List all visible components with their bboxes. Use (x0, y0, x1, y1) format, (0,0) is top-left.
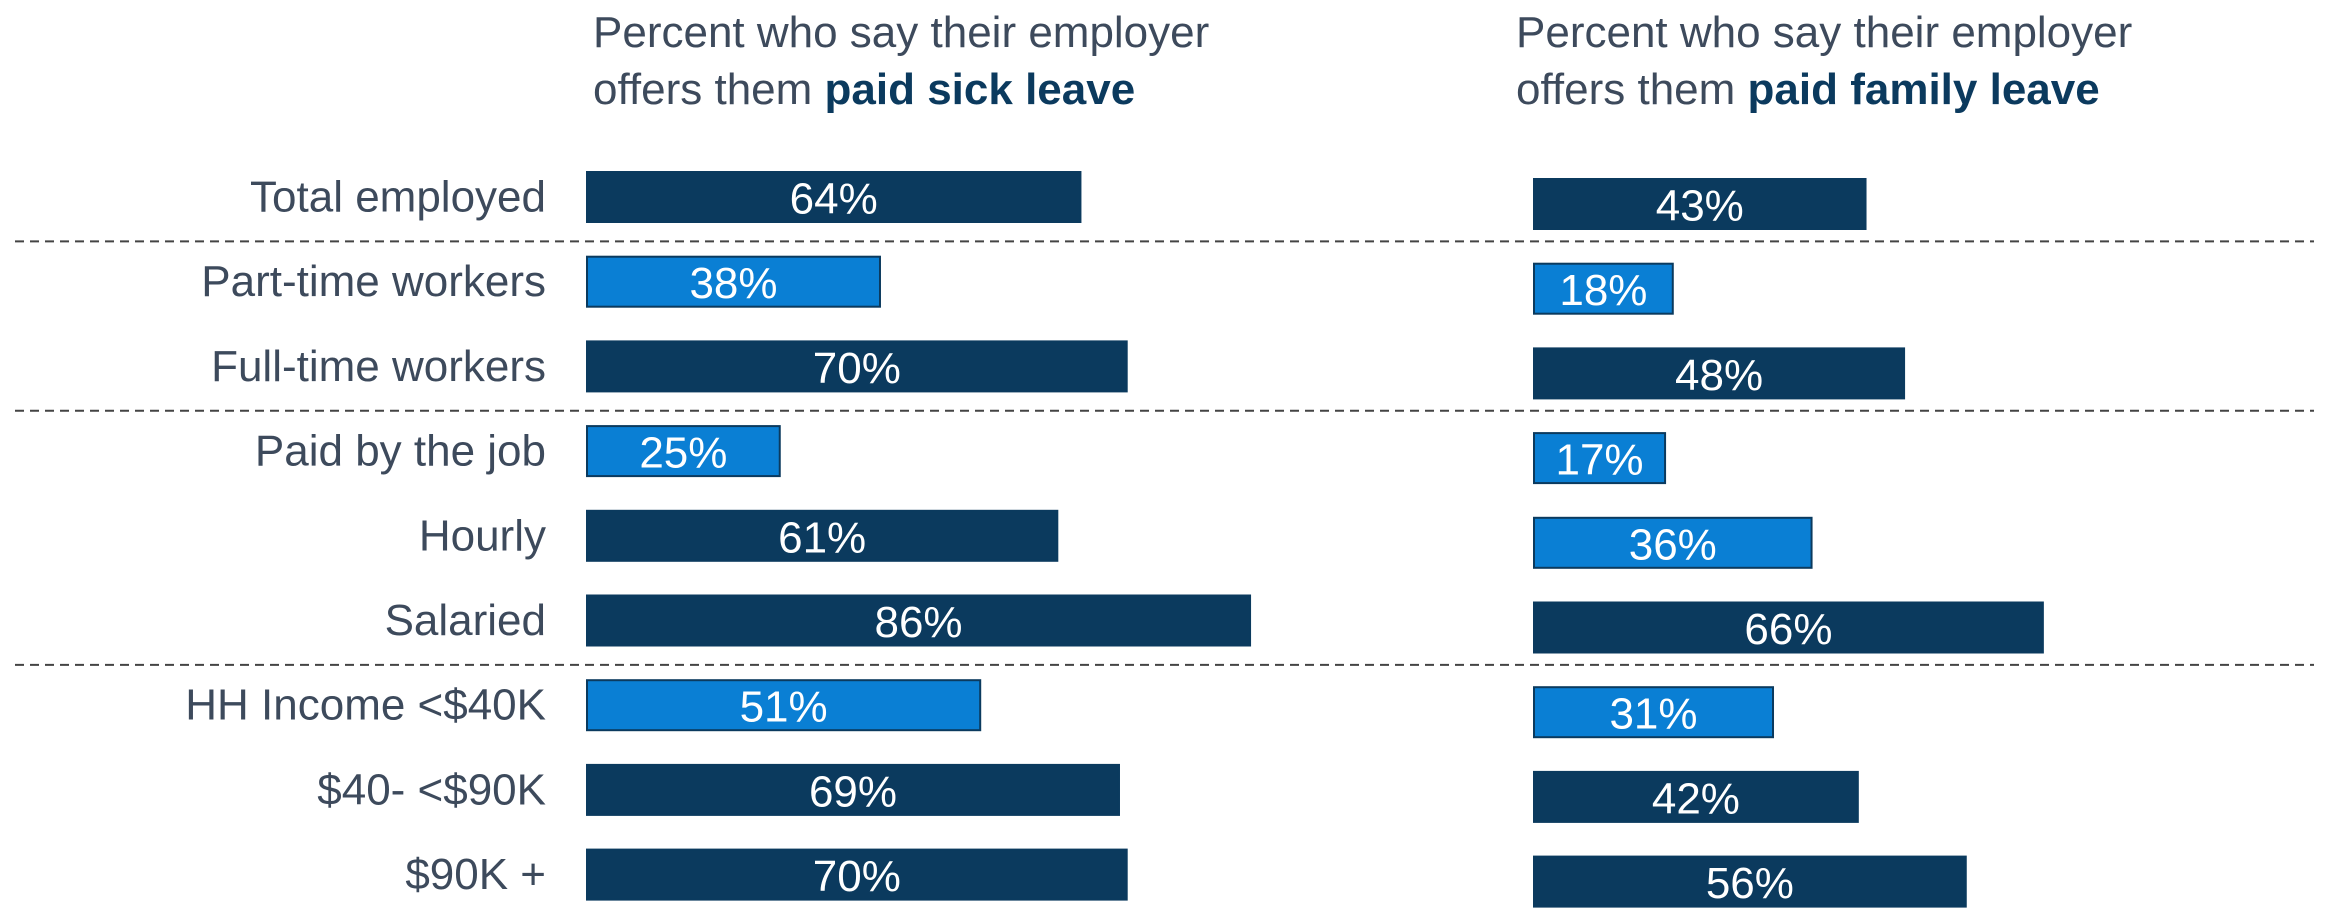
bar (1533, 855, 1967, 908)
value-label: 86% (874, 598, 962, 647)
bar (1533, 178, 1867, 230)
bar (1533, 516, 1813, 569)
bar (586, 340, 1128, 393)
bar (1533, 686, 1775, 739)
bar (586, 425, 781, 478)
category-label: $90K + (405, 850, 546, 899)
value-label: 17% (1555, 436, 1643, 485)
value-label: 70% (813, 852, 901, 901)
category-label: $40- <$90K (317, 765, 546, 814)
value-label: 56% (1706, 859, 1794, 908)
value-label: 43% (1656, 182, 1744, 231)
value-label: 51% (740, 683, 828, 732)
category-label: Salaried (385, 596, 546, 645)
title-text: Percent who say their employer offers th… (593, 8, 1210, 114)
value-label: 25% (639, 429, 727, 478)
value-label: 36% (1629, 520, 1717, 569)
bar (586, 679, 982, 732)
bar (586, 171, 1082, 223)
bar (586, 763, 1120, 816)
bar (1533, 347, 1906, 400)
value-label: 38% (689, 259, 777, 308)
bar (586, 509, 1059, 562)
category-label: Paid by the job (255, 427, 546, 476)
value-label: 48% (1675, 351, 1763, 400)
value-label: 31% (1609, 690, 1697, 739)
value-label: 64% (790, 175, 878, 224)
title-text: Percent who say their employer offers th… (1516, 8, 2133, 114)
category-label: Full-time workers (211, 342, 546, 391)
bar (1533, 262, 1674, 315)
title-emphasis: paid family leave (1747, 65, 2100, 114)
category-label: Total employed (250, 173, 546, 222)
title-emphasis: paid sick leave (824, 65, 1136, 114)
value-label: 69% (809, 767, 897, 816)
bar (1533, 432, 1667, 485)
bar (586, 255, 881, 308)
bar (586, 594, 1252, 647)
value-label: 18% (1559, 266, 1647, 315)
category-label: Part-time workers (201, 257, 546, 306)
chart-title: Percent who say their employer offers th… (593, 4, 1313, 118)
bar (1533, 770, 1859, 823)
value-label: 61% (778, 513, 866, 562)
chart-title: Percent who say their employer offers th… (1516, 4, 2236, 118)
value-label: 66% (1744, 605, 1832, 654)
bar (586, 848, 1128, 901)
value-label: 70% (813, 344, 901, 393)
bar (1533, 601, 2044, 654)
value-label: 42% (1652, 774, 1740, 823)
category-label: HH Income <$40K (185, 681, 546, 730)
category-label: Hourly (419, 511, 546, 560)
